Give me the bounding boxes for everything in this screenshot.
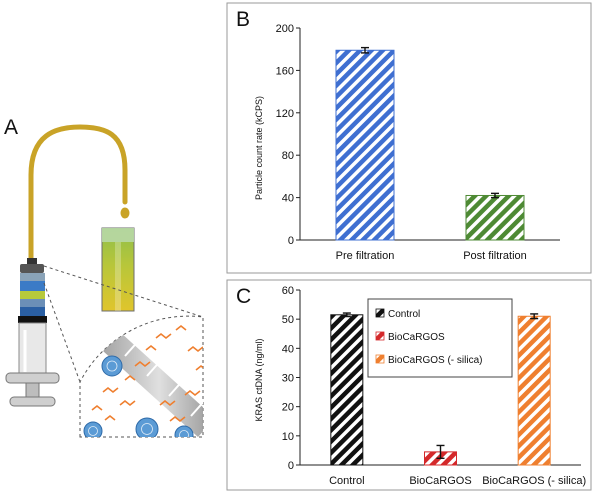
panel-b-category-label: Post filtration — [463, 250, 527, 262]
panel-b: B Particle count rate (kCPS) 0 40 80 120 160… — [226, 2, 592, 274]
tubing — [28, 124, 128, 261]
panel-b-letter: B — [236, 8, 250, 31]
magnified-view — [79, 315, 204, 438]
panel-c-letter: C — [236, 285, 251, 308]
panel-c-legend-swatch — [375, 331, 385, 341]
panel-c-bar — [517, 315, 551, 466]
panel-c-legend-swatch — [375, 354, 385, 364]
droplet — [120, 207, 130, 219]
panel-b-bars — [335, 46, 525, 241]
collection-tube — [101, 227, 135, 312]
panel-b-bar — [465, 194, 525, 241]
panel-b-y-axis-label: Particle count rate (kCPS) — [254, 96, 264, 200]
panel-b-category-label: Pre filtration — [336, 250, 395, 262]
panel-c-category-label: BioCaRGOS — [409, 475, 471, 487]
panel-b-y-tick-label: 0 — [288, 235, 294, 247]
panel-c-legend-label: BioCaRGOS — [388, 332, 445, 343]
panel-b-y-tick-label: 160 — [276, 65, 294, 77]
panel-c-legend-label: BioCaRGOS (- silica) — [388, 355, 482, 366]
panel-c-y-tick-label: 10 — [282, 431, 294, 443]
panel-c-category-label: Control — [329, 475, 364, 487]
panel-b-bar — [335, 49, 395, 241]
panel-c-y-tick-label: 0 — [288, 460, 294, 472]
panel-b-y-tick-label: 40 — [282, 193, 294, 205]
panel-a-letter: A — [4, 116, 18, 139]
zoom-guides — [43, 265, 204, 383]
panel-c-y-tick-label: 40 — [282, 343, 294, 355]
syringe — [5, 273, 60, 407]
filter-connector — [20, 258, 44, 273]
panel-c-legend-label: Control — [388, 309, 420, 320]
panel-b-y-tick-label: 120 — [276, 108, 294, 120]
panel-c-y-tick-label: 20 — [282, 402, 294, 414]
panel-c-y-tick-label: 30 — [282, 373, 294, 385]
panel-c-y-tick-label: 50 — [282, 314, 294, 326]
panel-c-bars — [330, 312, 551, 466]
panel-c-bar — [330, 314, 364, 466]
panel-b-y-tick-label: 80 — [282, 150, 294, 162]
panel-c-y-axis-label: KRAS ctDNA (ng/ml) — [254, 338, 264, 421]
panel-c: C KRAS ctDNA (ng/ml) 0 10 20 30 40 50 60 Contro… — [226, 279, 592, 491]
panel-b-frame — [226, 2, 592, 274]
panel-c-legend-swatch — [375, 308, 385, 318]
panel-c-y-tick-label: 60 — [282, 285, 294, 297]
panel-c-category-label: BioCaRGOS (- silica) — [482, 475, 586, 487]
panel-c-legend-box — [367, 298, 513, 378]
panel-b-y-tick-label: 200 — [276, 23, 294, 35]
panel-a-illustration: A — [4, 116, 204, 438]
panel-c-legend: Control BioCaRGOS BioCaRGOS (- silica) — [367, 298, 513, 378]
